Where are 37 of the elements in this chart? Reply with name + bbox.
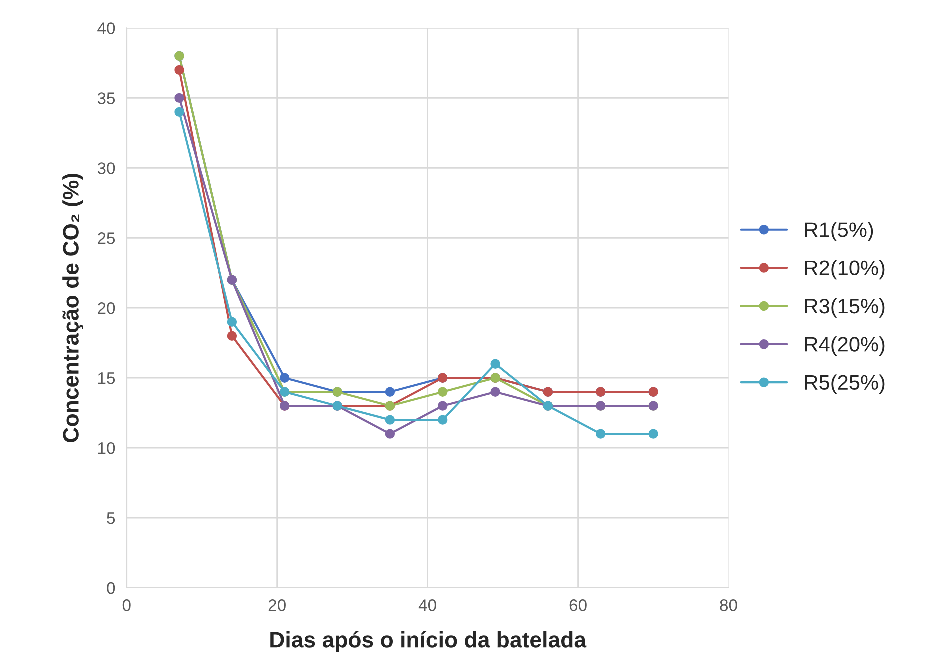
x-tick-label: 80 (720, 600, 738, 612)
y-tick-label: 35 (98, 92, 116, 104)
x-tick-label: 0 (122, 600, 131, 612)
point (596, 429, 606, 439)
point (438, 387, 448, 397)
point (385, 415, 396, 425)
x-axis-title: Dias após o início da batelada (270, 631, 587, 652)
point (174, 93, 184, 104)
point (438, 415, 448, 425)
y-tick-label: 5 (107, 512, 116, 524)
point (385, 387, 396, 397)
y-tick-label: 40 (98, 22, 116, 34)
legend-label: R5(25%) (805, 374, 885, 394)
y-axis-title: Concentração de CO₂ (%) (62, 174, 84, 442)
point (490, 359, 500, 369)
y-tick-label: 30 (98, 162, 116, 174)
legend-label: R4(20%) (805, 336, 885, 356)
legend-label: R2(10%) (805, 260, 885, 280)
point (227, 317, 238, 327)
y-tick-label: 0 (107, 582, 116, 594)
y-tick-label: 15 (98, 372, 116, 384)
legend-label: R3(15%) (805, 298, 885, 318)
point (280, 373, 290, 383)
point (490, 387, 500, 397)
x-tick-label: 60 (570, 600, 587, 612)
point (385, 429, 396, 439)
point (174, 65, 184, 76)
point (174, 107, 184, 118)
legend-label: R1(5%) (805, 222, 874, 242)
y-tick-label: 25 (98, 232, 116, 244)
point (648, 429, 658, 439)
point (438, 401, 448, 411)
x-tick-label: 20 (268, 600, 286, 612)
y-tick-label: 20 (98, 302, 116, 314)
y-tick-label: 10 (98, 442, 116, 454)
point (227, 331, 238, 341)
x-tick-label: 40 (418, 600, 436, 612)
